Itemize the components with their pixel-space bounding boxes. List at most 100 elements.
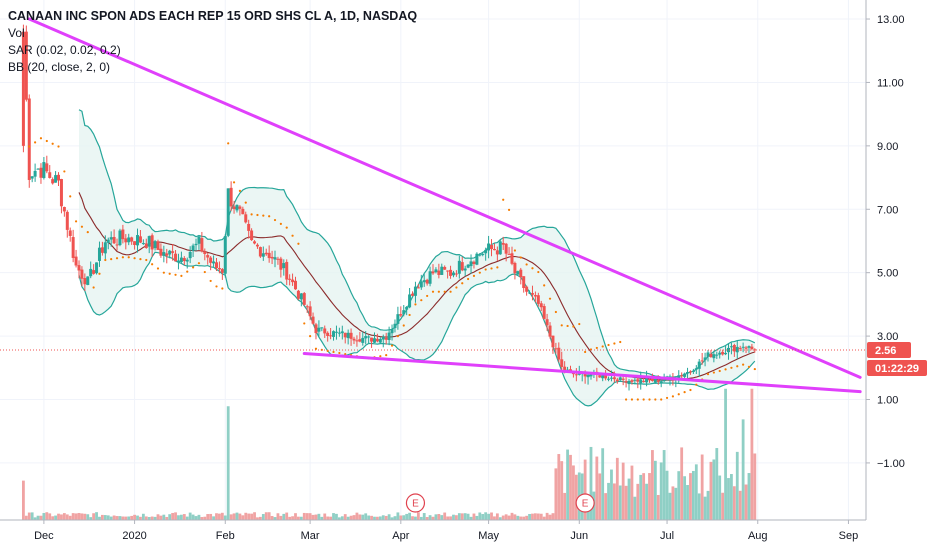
candle [261,253,265,257]
earnings-marker [575,493,595,513]
legend-volume[interactable]: Vol [8,26,25,40]
volume-bar [671,486,675,520]
candle [127,237,131,243]
sar-dot [57,145,60,148]
volume-bar [220,512,224,520]
candle [255,244,259,247]
candle [522,276,526,289]
candle [247,223,251,231]
volume-bar [378,516,382,520]
volume-bar [472,513,476,520]
candle [560,359,564,367]
sar-dot [548,297,552,300]
sar-dot [455,286,458,289]
sar-dot [396,334,399,338]
candle [285,261,289,280]
volume-bar [750,388,754,520]
candle [753,349,757,351]
volume-bar [542,516,546,520]
sar-dot [671,395,675,398]
volume-bar [130,515,134,520]
sar-dot [145,258,148,262]
candle [62,207,66,212]
candle [533,295,537,297]
candle [542,306,546,319]
sar-dot [467,277,470,281]
volume-bar [297,516,300,520]
sar-dot [718,369,721,373]
legend-sar[interactable]: SAR (0.02, 0.02, 0.2) [8,43,121,57]
candle [299,293,303,300]
volume-bar [408,512,411,520]
volume-bar [294,513,297,520]
legend-bb[interactable]: BB (20, close, 2, 0) [8,60,111,74]
volume-bar [86,514,90,520]
candle [74,256,78,266]
candle [642,380,646,382]
y-tick-label: 11.00 [877,77,904,89]
candle [305,306,309,308]
candle [375,338,379,342]
x-tick-label: Jun [570,530,588,542]
candle [387,332,391,341]
candle [443,266,447,270]
volume-bar [308,513,312,520]
volume-bar [127,516,131,520]
candle [454,273,458,275]
candle [729,346,733,348]
sar-dot [642,398,645,401]
candle [683,373,687,377]
candle [33,170,37,177]
candle [513,262,517,274]
candle [264,252,268,255]
candle [487,243,491,251]
candle [223,236,227,274]
volume-bar [185,516,189,520]
volume-bar [475,515,479,520]
volume-bar [384,515,388,520]
candle [621,378,625,380]
sar-dot [309,334,312,338]
bb-fill [78,109,755,406]
candle [159,248,163,256]
volume-bar [60,514,63,520]
volume-bar [273,517,277,520]
volume-bar [495,513,499,520]
sar-dot [174,273,177,276]
sar-dot [279,222,282,225]
volume-bar [323,513,327,520]
y-tick-label: 1.00 [877,395,898,407]
candle [352,338,356,341]
candle [27,98,31,180]
candle [217,268,221,270]
sar-dot [636,398,639,401]
candle [408,294,412,308]
candle [378,338,382,343]
candle [320,327,324,329]
volume-bar [390,517,394,520]
candle [624,381,628,383]
volume-bar [212,516,215,520]
candle [618,377,622,381]
candle [627,380,631,385]
volume-bar [162,514,166,520]
volume-bar [618,485,622,520]
candle [118,230,122,246]
candle [449,269,453,276]
volume-bar [153,516,157,520]
volume-bar [744,484,748,520]
volume-bar [730,474,733,520]
volume-bar [493,516,496,520]
volume-bar [528,514,531,520]
volume-bar [607,482,610,520]
candle [609,377,613,379]
sar-dot [191,266,195,269]
volume-bar [197,514,201,520]
candle [650,378,654,381]
candle [334,331,338,333]
volume-bar [343,514,347,520]
candle [507,253,511,255]
volume-bar [68,515,72,520]
